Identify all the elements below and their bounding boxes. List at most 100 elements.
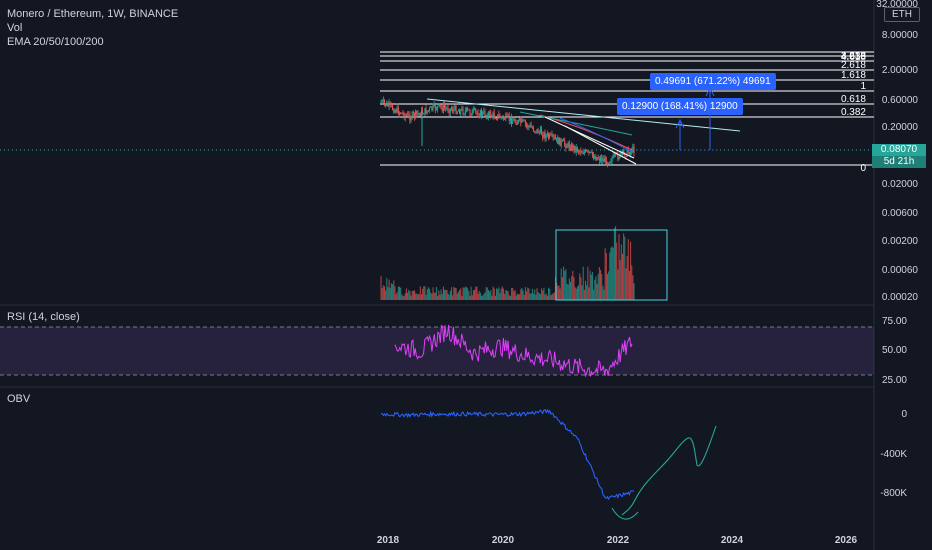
volume-bar [459, 290, 460, 300]
volume-bar [399, 287, 400, 300]
candle-body [445, 108, 446, 109]
candle-body [400, 113, 401, 114]
candle-body [471, 114, 472, 115]
symbol-title[interactable]: Monero / Ethereum, 1W, BINANCE [7, 8, 178, 20]
fibonacci-labels: 4.2364.6183.6182.6181.61810.6180.3820 [841, 51, 866, 174]
volume-bar [591, 275, 592, 300]
volume-legend[interactable]: Vol [7, 22, 22, 34]
volume-bar [392, 284, 393, 300]
volume-bar [609, 252, 610, 300]
candle-body [598, 157, 599, 159]
candle-body [397, 107, 398, 112]
rsi-legend[interactable]: RSI (14, close) [7, 311, 80, 323]
volume-bar [443, 287, 444, 300]
candle-body [468, 110, 469, 111]
candle-body [623, 150, 624, 152]
obv-projection-curve[interactable] [622, 426, 716, 515]
currency-unit-badge[interactable]: ETH [884, 7, 920, 22]
volume-bar [594, 280, 595, 300]
candle-body [613, 155, 614, 158]
candle-body [392, 105, 393, 109]
volume-bar [396, 294, 397, 300]
candle-body [503, 116, 504, 118]
volume-bar [383, 285, 384, 300]
candle-body [487, 115, 488, 118]
volume-bar [461, 296, 462, 300]
channel-line-upper[interactable] [545, 117, 634, 158]
price-tick-label: 0.00600 [882, 208, 919, 219]
candle-body [382, 101, 383, 102]
candle-body [473, 109, 474, 110]
measure-callout-upper[interactable]: 0.49691 (671.22%) 49691 [650, 73, 776, 90]
candle-body [512, 121, 513, 124]
volume-bar [479, 291, 480, 300]
volume-bar [474, 290, 475, 300]
volume-bar [548, 288, 549, 300]
candle-body [432, 105, 433, 110]
volume-bar [588, 287, 589, 300]
candle-body [595, 156, 596, 160]
volume-bar [512, 288, 513, 300]
candle-body [517, 123, 518, 125]
candle-body [387, 103, 388, 106]
obv-legend[interactable]: OBV [7, 393, 30, 405]
volume-bar [393, 280, 394, 300]
volume-bar [565, 269, 566, 300]
volume-bar [483, 294, 484, 300]
volume-bar [597, 284, 598, 300]
measure-callout-lower[interactable]: 0.12900 (168.41%) 12900 [617, 98, 743, 115]
candle-body [561, 140, 562, 146]
candle-body [420, 113, 421, 116]
volume-bar [623, 233, 624, 300]
candle-body [405, 115, 406, 118]
volume-bar [421, 294, 422, 300]
candle-body [508, 115, 509, 116]
candle-body [407, 114, 408, 115]
volume-bar [387, 287, 388, 300]
volume-bar [550, 295, 551, 300]
time-axis[interactable]: 2018 2020 2022 2024 2026 [377, 535, 858, 546]
volume-bar [416, 293, 417, 300]
volume-bar [489, 292, 490, 300]
volume-bar [563, 267, 564, 300]
volume-bar [606, 253, 607, 300]
volume-bar [412, 291, 413, 300]
volume-bar [482, 296, 483, 300]
volume-bar [540, 294, 541, 300]
last-price-tag: 0.08070 [872, 144, 926, 156]
volume-bar [553, 293, 554, 300]
time-tick-label: 2020 [492, 535, 515, 546]
candle-body [518, 120, 519, 123]
volume-bar [460, 288, 461, 300]
volume-bar [404, 296, 405, 300]
volume-bar [381, 276, 382, 300]
volume-bar [454, 288, 455, 300]
volume-bar [432, 287, 433, 300]
price-tick-label: 0.00020 [882, 292, 919, 303]
candle-body [573, 146, 574, 150]
volume-bar [448, 293, 449, 300]
volume-bar [568, 284, 569, 300]
candle-body [417, 114, 418, 115]
volume-bar [494, 288, 495, 300]
volume-bar [506, 291, 507, 300]
candle-body [570, 148, 571, 150]
volume-bar [530, 294, 531, 300]
candle-body [472, 110, 473, 115]
candle-body [411, 118, 412, 120]
volume-bar [521, 288, 522, 300]
volume-bar [543, 288, 544, 300]
candle-body [602, 159, 603, 161]
candle-body [416, 111, 417, 114]
candle-body [599, 159, 600, 161]
volume-bar [634, 283, 635, 300]
candle-body [488, 113, 489, 118]
candle-body [555, 137, 556, 139]
ema-legend[interactable]: EMA 20/50/100/200 [7, 36, 104, 48]
candle-body [534, 131, 535, 132]
volume-bar [601, 274, 602, 300]
time-tick-label: 2018 [377, 535, 400, 546]
volume-bar [431, 294, 432, 300]
volume-bar [576, 289, 577, 300]
